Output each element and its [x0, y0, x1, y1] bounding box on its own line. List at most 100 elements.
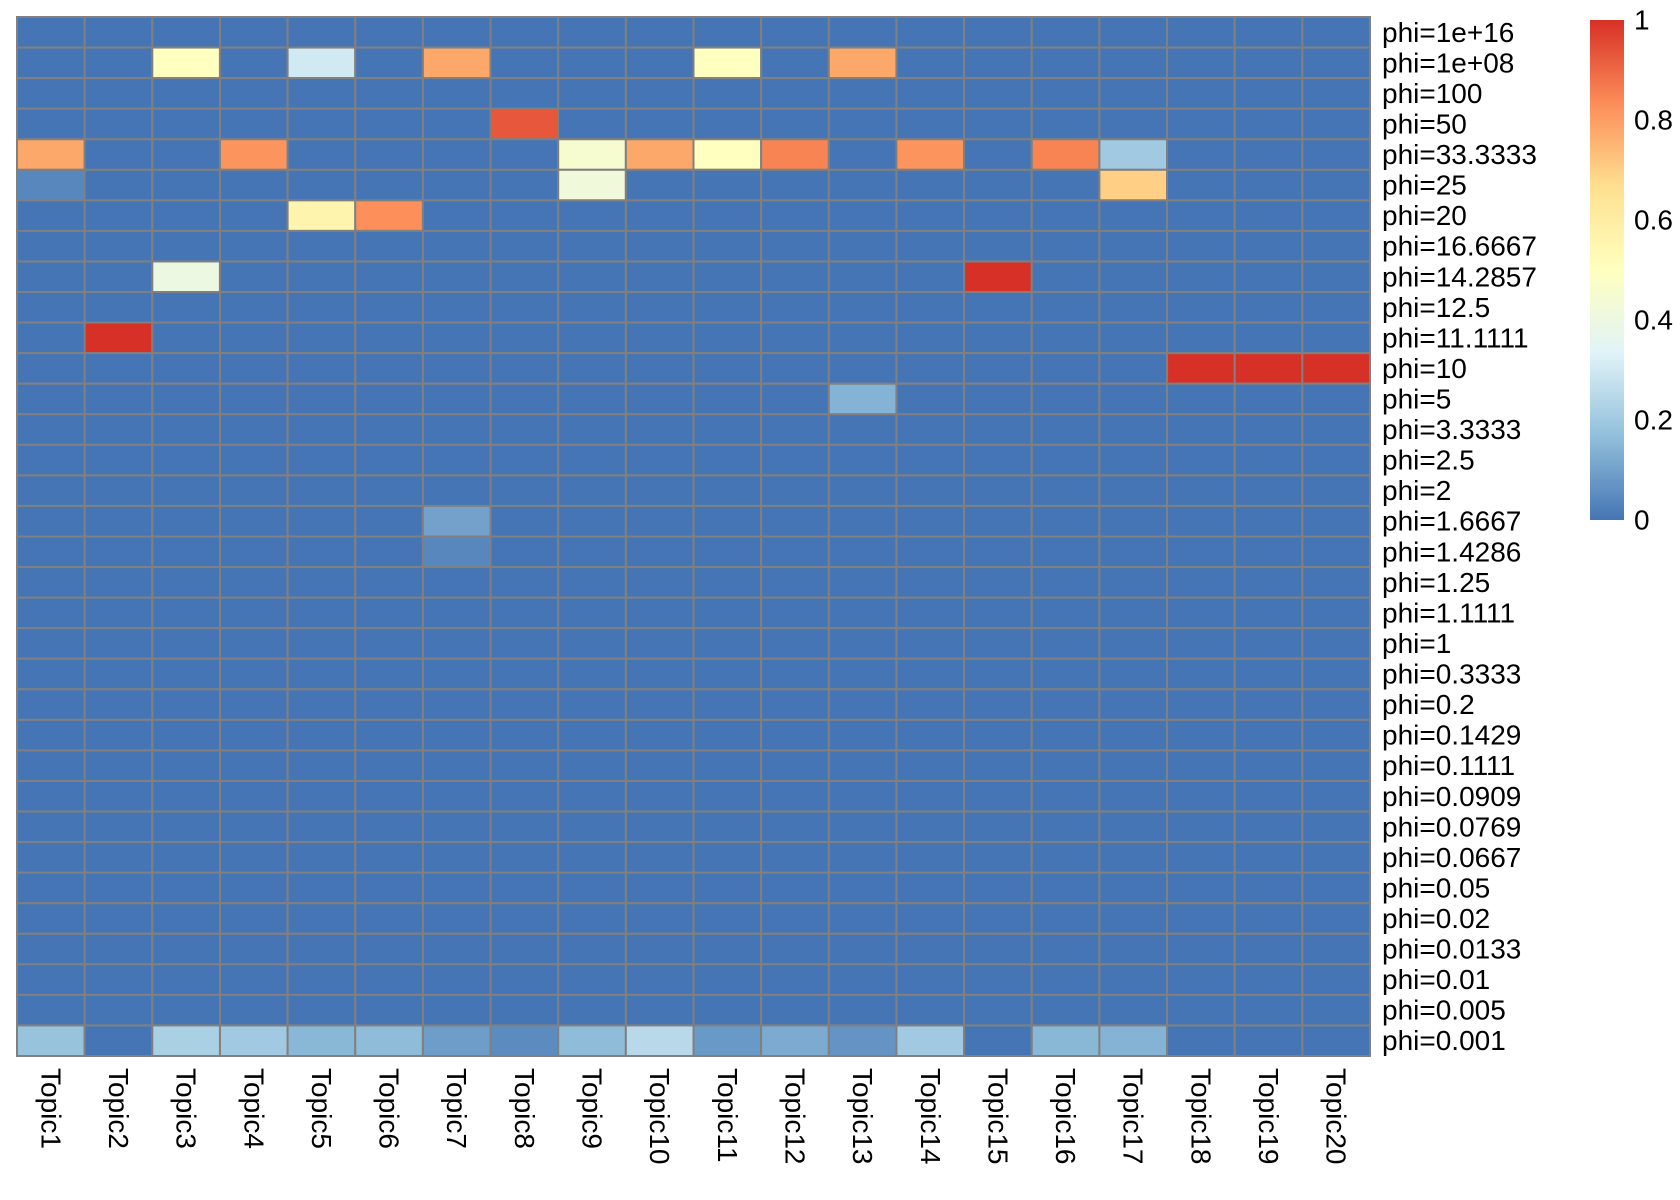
heatmap-cell: phi=0.005 / Topic8: 0: [489, 993, 560, 1027]
heatmap-cell: phi=25 / Topic10: 0: [624, 168, 695, 202]
heatmap-cell: phi=1.4286 / Topic19: 0: [1233, 535, 1304, 569]
heatmap-cell: phi=0.02 / Topic2: 0: [83, 902, 154, 935]
heatmap-cell: phi=0.1111 / Topic20: 0: [1301, 749, 1371, 782]
heatmap-cell: phi=2 / Topic17: 0: [1098, 474, 1169, 507]
heatmap-cell: phi=0.3333 / Topic8: 0: [489, 657, 560, 691]
heatmap-cell: phi=0.1429 / Topic15: 0: [963, 718, 1033, 752]
heatmap-cell: phi=0.0909 / Topic13: 0: [827, 779, 898, 813]
heatmap-cell: phi=50 / Topic3: 0: [151, 107, 221, 141]
heatmap-cell: phi=5 / Topic13: 0.14: [827, 382, 898, 416]
row-label: phi=0.2: [1382, 689, 1475, 720]
heatmap-cell: phi=0.1429 / Topic20: 0: [1301, 718, 1371, 752]
heatmap-cell: phi=11.1111 / Topic5: 0: [286, 321, 357, 355]
heatmap-cell: phi=33.3333 / Topic6: 0: [354, 138, 424, 171]
heatmap-cell: phi=100 / Topic13: 0: [827, 77, 898, 110]
heatmap-cell: phi=1.6667 / Topic3: 0: [151, 504, 221, 538]
heatmap-cell: phi=1 / Topic17: 0: [1098, 627, 1169, 660]
heatmap-cell: phi=25 / Topic3: 0: [151, 168, 221, 202]
heatmap-cell: phi=1.25 / Topic5: 0: [286, 566, 357, 599]
heatmap-cell: phi=0.0909 / Topic6: 0: [354, 779, 424, 813]
heatmap-cell: phi=1.6667 / Topic15: 0: [963, 504, 1033, 538]
row-label: phi=1.1111: [1382, 597, 1515, 628]
heatmap-cell: phi=1e+16 / Topic4: 0: [218, 16, 289, 49]
heatmap-cell: phi=50 / Topic4: 0: [218, 107, 289, 141]
heatmap-cell: phi=0.2 / Topic20: 0: [1301, 688, 1371, 721]
heatmap-cell: phi=1.25 / Topic14: 0: [895, 566, 966, 599]
heatmap-cell: phi=5 / Topic18: 0: [1166, 382, 1236, 416]
heatmap-cell: phi=100 / Topic8: 0: [489, 77, 560, 110]
heatmap-cell: phi=0.2 / Topic9: 0: [557, 688, 627, 721]
row-label: phi=1.4286: [1382, 536, 1521, 567]
heatmap-cell: phi=11.1111 / Topic12: 0: [760, 321, 830, 355]
heatmap-cell: phi=10 / Topic17: 0: [1098, 352, 1169, 385]
heatmap-cell: phi=1e+08 / Topic1: 0: [16, 46, 86, 80]
heatmap-cell: phi=0.0769 / Topic18: 0: [1166, 810, 1236, 844]
heatmap-cell: phi=0.3333 / Topic10: 0: [624, 657, 695, 691]
heatmap-cell: phi=0.1111 / Topic7: 0: [421, 749, 492, 782]
heatmap-cell: phi=100 / Topic12: 0: [760, 77, 830, 110]
heatmap-cell: phi=0.01 / Topic1: 0: [16, 963, 86, 996]
row-label: phi=3.3333: [1382, 414, 1521, 445]
heatmap-cell: phi=1e+08 / Topic2: 0: [83, 46, 154, 80]
heatmap-cell: phi=0.1429 / Topic3: 0: [151, 718, 221, 752]
heatmap-cell: phi=0.02 / Topic18: 0: [1166, 902, 1236, 935]
heatmap-cell: phi=0.1111 / Topic6: 0: [354, 749, 424, 782]
heatmap-cell: phi=1.6667 / Topic13: 0: [827, 504, 898, 538]
heatmap-cell: phi=0.0133 / Topic1: 0: [16, 932, 86, 966]
heatmap-cell: phi=0.005 / Topic3: 0: [151, 993, 221, 1027]
heatmap-cell: phi=0.0133 / Topic15: 0: [963, 932, 1033, 966]
heatmap-cell: phi=5 / Topic1: 0: [16, 382, 86, 416]
heatmap-cell: phi=1.4286 / Topic10: 0: [624, 535, 695, 569]
heatmap-cell: phi=0.2 / Topic18: 0: [1166, 688, 1236, 721]
heatmap-cell: phi=0.1111 / Topic8: 0: [489, 749, 560, 782]
heatmap-cell: phi=0.05 / Topic15: 0: [963, 871, 1033, 905]
row-label: phi=2.5: [1382, 445, 1475, 476]
heatmap-cell: phi=20 / Topic12: 0: [760, 199, 830, 232]
heatmap-cell: phi=10 / Topic14: 0: [895, 352, 966, 385]
heatmap-cell: phi=14.2857 / Topic17: 0: [1098, 260, 1169, 294]
heatmap-cell: phi=20 / Topic8: 0: [489, 199, 560, 232]
row-label: phi=14.2857: [1382, 261, 1537, 292]
heatmap-cell: phi=12.5 / Topic12: 0: [760, 291, 830, 324]
heatmap-cell: phi=0.0769 / Topic9: 0: [557, 810, 627, 844]
heatmap-cell: phi=0.05 / Topic9: 0: [557, 871, 627, 905]
heatmap-cell: phi=0.3333 / Topic16: 0: [1030, 657, 1101, 691]
heatmap-cell: phi=0.0769 / Topic14: 0: [895, 810, 966, 844]
heatmap-cell: phi=33.3333 / Topic2: 0: [83, 138, 154, 171]
heatmap-cell: phi=0.0667 / Topic18: 0: [1166, 841, 1236, 874]
row-label: phi=1e+16: [1382, 17, 1514, 48]
column-label: Topic15: [982, 1068, 1013, 1165]
heatmap-cell: phi=1.6667 / Topic1: 0: [16, 504, 86, 538]
heatmap-cell: phi=3.3333 / Topic13: 0: [827, 413, 898, 446]
heatmap-cell: phi=0.005 / Topic17: 0: [1098, 993, 1169, 1027]
heatmap-cell: phi=14.2857 / Topic14: 0: [895, 260, 966, 294]
heatmap-cell: phi=0.001 / Topic20: 0: [1301, 1024, 1371, 1057]
column-label: Topic7: [441, 1068, 472, 1149]
heatmap-cell: phi=0.2 / Topic10: 0: [624, 688, 695, 721]
heatmap-cell: phi=2 / Topic3: 0: [151, 474, 221, 507]
heatmap-cell: phi=11.1111 / Topic7: 0: [421, 321, 492, 355]
heatmap-cell: phi=25 / Topic2: 0: [83, 168, 154, 202]
heatmap-cell: phi=11.1111 / Topic18: 0: [1166, 321, 1236, 355]
heatmap-cell: phi=1.6667 / Topic2: 0: [83, 504, 154, 538]
heatmap-cell: phi=2 / Topic10: 0: [624, 474, 695, 507]
row-label: phi=0.1429: [1382, 720, 1521, 751]
heatmap-cell: phi=14.2857 / Topic2: 0: [83, 260, 154, 294]
row-label: phi=25: [1382, 170, 1467, 201]
heatmap-cell: phi=1.1111 / Topic18: 0: [1166, 596, 1236, 630]
heatmap-cell: phi=0.3333 / Topic4: 0: [218, 657, 289, 691]
heatmap-cell: phi=0.001 / Topic5: 0.15: [286, 1024, 357, 1057]
heatmap-cell: phi=50 / Topic12: 0: [760, 107, 830, 141]
heatmap-cell: phi=1e+08 / Topic4: 0: [218, 46, 289, 80]
heatmap-cell: phi=11.1111 / Topic15: 0: [963, 321, 1033, 355]
heatmap-cell: phi=0.01 / Topic5: 0: [286, 963, 357, 996]
column-label: Topic17: [1118, 1068, 1149, 1165]
heatmap-cell: phi=0.0667 / Topic8: 0: [489, 841, 560, 874]
heatmap-cell: phi=1e+16 / Topic9: 0: [557, 16, 627, 49]
heatmap-cell: phi=0.0133 / Topic18: 0: [1166, 932, 1236, 966]
heatmap-cell: phi=11.1111 / Topic11: 0: [692, 321, 763, 355]
heatmap-cell: phi=1.6667 / Topic20: 0: [1301, 504, 1371, 538]
heatmap-cell: phi=1 / Topic14: 0: [895, 627, 966, 660]
heatmap-cell: phi=0.0667 / Topic15: 0: [963, 841, 1033, 874]
row-label: phi=0.0667: [1382, 842, 1521, 873]
